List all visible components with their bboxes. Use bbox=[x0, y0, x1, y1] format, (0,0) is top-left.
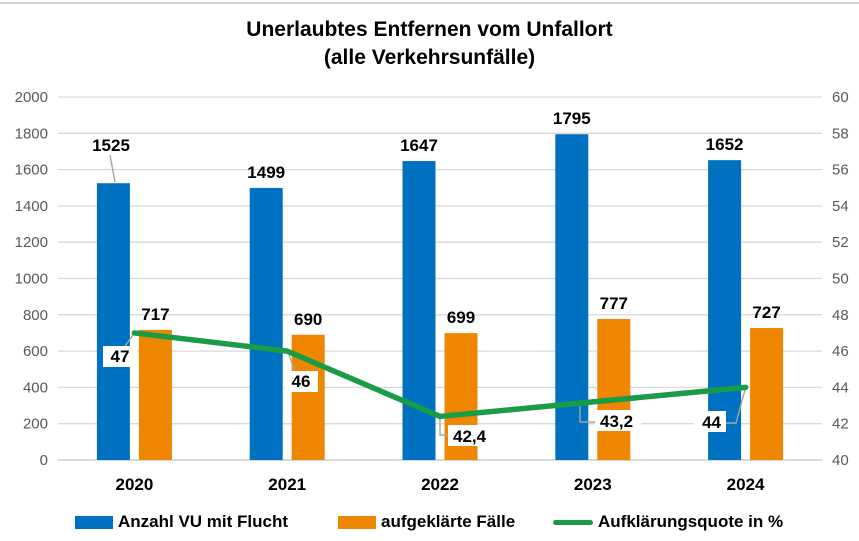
line-label-bg bbox=[103, 346, 137, 367]
left-axis-tick: 1600 bbox=[15, 162, 48, 179]
label-leader bbox=[579, 405, 595, 423]
bar-aufgeklaert-2024 bbox=[750, 328, 784, 460]
line-value-label: 47 bbox=[111, 347, 130, 366]
left-axis-tick: 2000 bbox=[15, 89, 48, 106]
bar-value-label: 690 bbox=[294, 310, 322, 329]
chart-svg: 0 200 400 600 800 1000 1200 1400 1600 1800 2000 40 4… bbox=[15, 89, 849, 494]
legend-label: Anzahl VU mit Flucht bbox=[118, 512, 288, 531]
category-label: 2023 bbox=[574, 475, 612, 494]
top-border-line bbox=[0, 2, 859, 4]
legend-swatch-orange-bar bbox=[338, 515, 376, 529]
legend-label: Aufklärungsquote in % bbox=[598, 512, 784, 531]
bar-anzahl-vu-2021 bbox=[249, 187, 283, 460]
bar-value-label: 699 bbox=[447, 308, 475, 327]
bar-value-label: 1652 bbox=[706, 135, 744, 154]
right-axis-tick: 56 bbox=[832, 162, 849, 179]
right-axis-tick: 60 bbox=[832, 89, 849, 106]
label-leader bbox=[109, 154, 116, 183]
left-axis-tick: 1200 bbox=[15, 234, 48, 251]
bar-anzahl-vu-2020 bbox=[96, 183, 130, 460]
right-axis-tick: 50 bbox=[832, 271, 849, 288]
bar-anzahl-vu-2023 bbox=[555, 134, 589, 460]
line-label-bg bbox=[595, 410, 641, 431]
legend-swatch-blue-bar bbox=[75, 515, 113, 529]
line-value-label: 44 bbox=[702, 413, 721, 432]
bar-value-label: 1795 bbox=[553, 109, 591, 128]
bar-value-label: 777 bbox=[600, 294, 628, 313]
line-label-bg bbox=[448, 425, 494, 446]
aufklaerungsquote-line bbox=[131, 330, 749, 420]
left-axis-tick: 0 bbox=[40, 452, 48, 469]
legend-label: aufgeklärte Fälle bbox=[381, 512, 516, 531]
legend: Anzahl VU mit Flucht aufgeklärte Fälle A… bbox=[0, 509, 859, 535]
legend-item-aufklaerungsquote: Aufklärungsquote in % bbox=[553, 509, 783, 535]
right-axis-tick: 48 bbox=[832, 307, 849, 324]
left-axis-tick: 1000 bbox=[15, 271, 48, 288]
left-axis-tick: 600 bbox=[23, 343, 48, 360]
line-value-label: 43,2 bbox=[600, 412, 633, 431]
category-label: 2022 bbox=[421, 475, 459, 494]
bar-anzahl-vu-2024 bbox=[708, 160, 742, 461]
right-axis-tick: 46 bbox=[832, 343, 849, 360]
line-label-bg bbox=[694, 411, 726, 432]
bar-value-label: 717 bbox=[141, 305, 169, 324]
left-axis-tick: 400 bbox=[23, 379, 48, 396]
legend-item-aufgeklaerte-faelle: aufgeklärte Fälle bbox=[338, 509, 515, 535]
right-axis-tick: 58 bbox=[832, 125, 849, 142]
left-axis-tick: 200 bbox=[23, 416, 48, 433]
legend-item-anzahl-vu: Anzahl VU mit Flucht bbox=[75, 509, 288, 535]
left-axis-tick: 1800 bbox=[15, 125, 48, 142]
category-label: 2024 bbox=[727, 475, 765, 494]
left-axis-tick: 800 bbox=[23, 307, 48, 324]
right-axis-tick: 42 bbox=[832, 416, 849, 433]
category-label: 2021 bbox=[268, 475, 306, 494]
line-label-bg bbox=[284, 371, 318, 392]
right-axis-tick: 54 bbox=[832, 198, 849, 215]
label-leader bbox=[726, 389, 746, 424]
bar-value-label: 727 bbox=[752, 303, 780, 322]
bar-aufgeklaert-2020 bbox=[138, 329, 172, 460]
line-value-label: 46 bbox=[292, 372, 311, 391]
bar-aufgeklaert-2023 bbox=[597, 318, 631, 460]
legend-swatch-green-line bbox=[553, 519, 593, 525]
left-axis-tick: 1400 bbox=[15, 198, 48, 215]
chart-title-line1: Unerlaubtes Entfernen vom Unfallort bbox=[246, 18, 613, 41]
bar-value-label: 1525 bbox=[92, 136, 130, 155]
bar-value-label: 1499 bbox=[247, 163, 285, 182]
category-label: 2020 bbox=[115, 475, 153, 494]
right-axis-tick: 40 bbox=[832, 452, 849, 469]
right-axis-tick: 44 bbox=[832, 379, 849, 396]
bar-value-label: 1647 bbox=[400, 136, 438, 155]
chart-title: Unerlaubtes Entfernen vom Unfallort (all… bbox=[0, 16, 859, 72]
right-axis-tick: 52 bbox=[832, 234, 849, 251]
line-value-label: 42,4 bbox=[453, 427, 487, 446]
chart-title-line2: (alle Verkehrsunfälle) bbox=[323, 46, 536, 69]
label-leader bbox=[439, 419, 448, 436]
